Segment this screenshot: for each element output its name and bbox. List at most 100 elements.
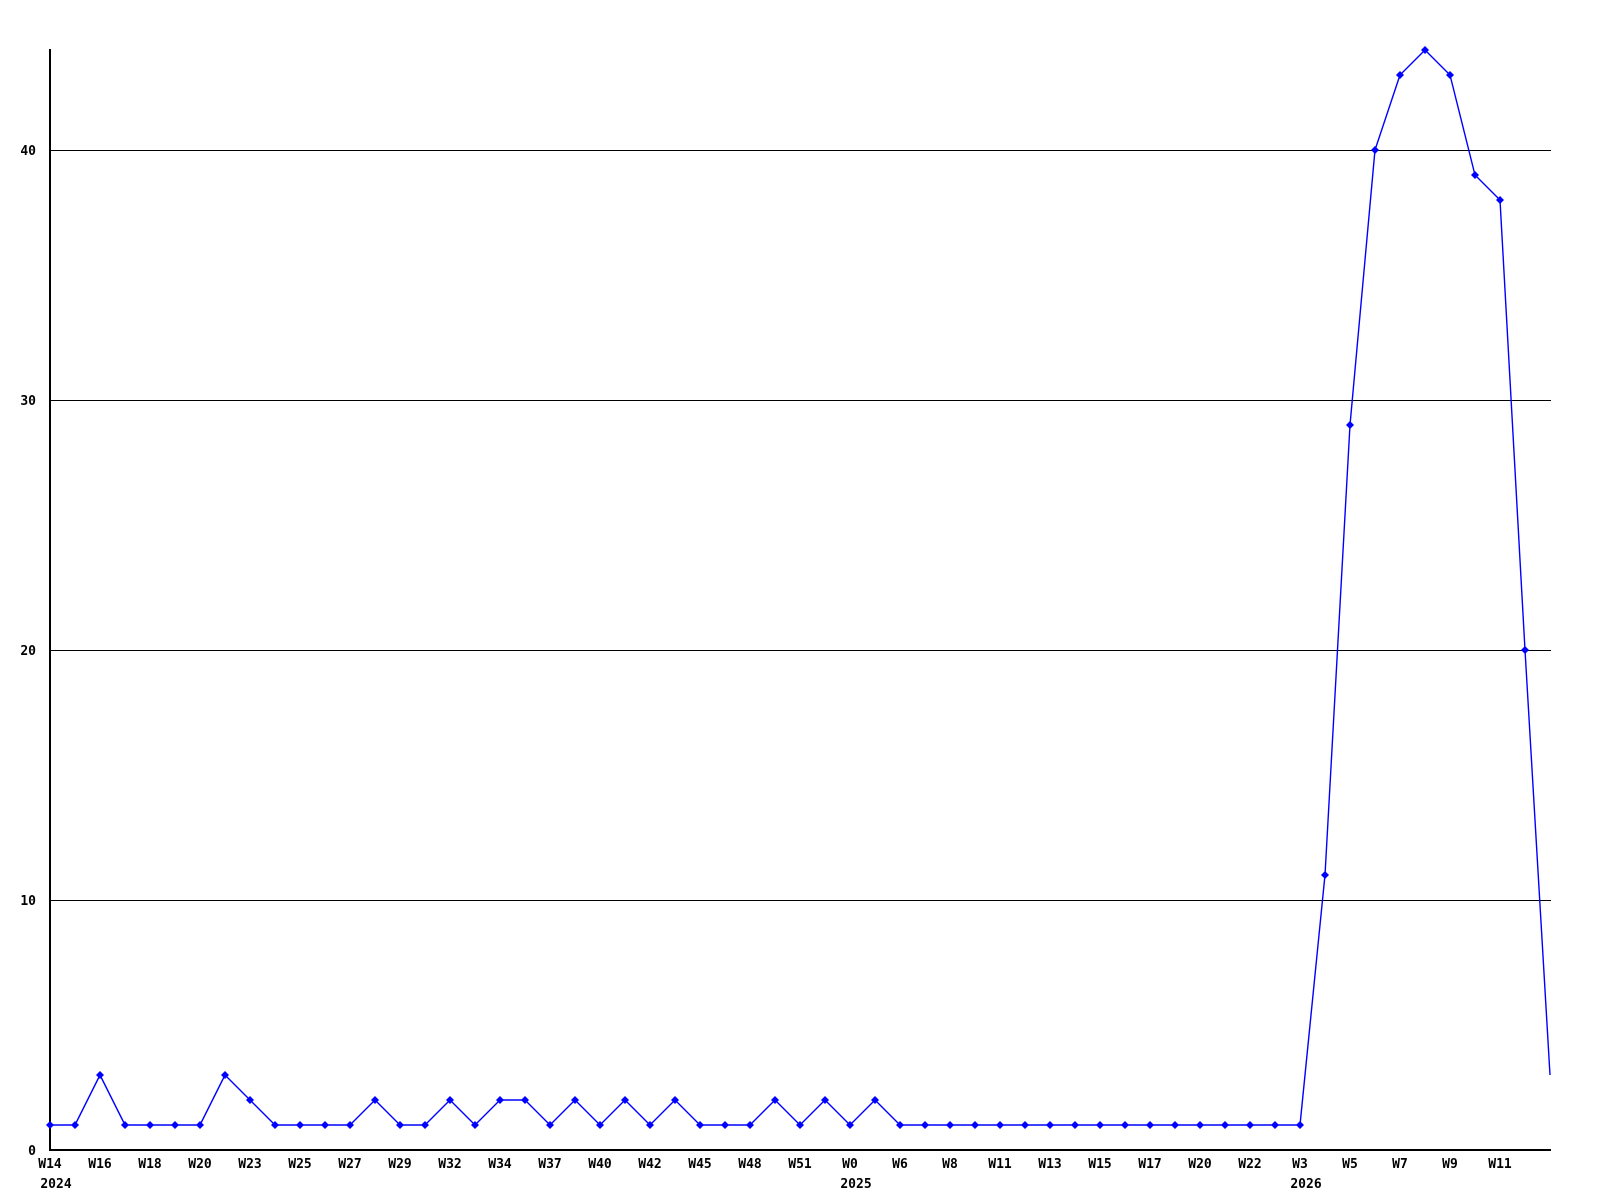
data-point-marker: [946, 1121, 954, 1129]
data-point-marker: [1446, 71, 1454, 79]
data-point-marker: [1271, 1121, 1279, 1129]
data-point-marker: [746, 1121, 754, 1129]
data-point-marker: [546, 1121, 554, 1129]
data-point-marker: [671, 1096, 679, 1104]
x-tick-label: W5: [1342, 1157, 1358, 1172]
x-tick-label: W11: [988, 1157, 1012, 1172]
data-point-marker: [246, 1096, 254, 1104]
data-point-marker: [1496, 196, 1504, 204]
data-point-marker: [321, 1121, 329, 1129]
data-point-marker: [1296, 1121, 1304, 1129]
y-tick-label: 40: [20, 144, 36, 159]
data-point-marker: [1071, 1121, 1079, 1129]
data-point-marker: [1246, 1121, 1254, 1129]
data-point-marker: [371, 1096, 379, 1104]
data-point-marker: [471, 1121, 479, 1129]
x-tick-label: W29: [388, 1157, 411, 1172]
y-tick-label: 30: [20, 394, 36, 409]
data-point-marker: [71, 1121, 79, 1129]
x-tick-label: W8: [942, 1157, 958, 1172]
x-tick-label: W27: [338, 1157, 361, 1172]
data-point-marker: [1471, 171, 1479, 179]
axes: [49, 49, 1551, 1151]
y-tick-label: 10: [20, 894, 36, 909]
data-point-marker: [1171, 1121, 1179, 1129]
x-tick-label: W34: [488, 1157, 512, 1172]
data-point-marker: [221, 1071, 229, 1079]
y-tick-label: 20: [20, 644, 36, 659]
data-point-marker: [146, 1121, 154, 1129]
data-point-marker: [1421, 46, 1429, 54]
data-point-marker: [621, 1096, 629, 1104]
data-point-marker: [1096, 1121, 1104, 1129]
data-point-marker: [1346, 421, 1354, 429]
data-point-marker: [1321, 871, 1329, 879]
data-point-marker: [571, 1096, 579, 1104]
x-tick-label: W23: [238, 1157, 261, 1172]
x-tick-label: W51: [788, 1157, 812, 1172]
data-point-marker: [296, 1121, 304, 1129]
data-point-marker: [796, 1121, 804, 1129]
data-point-marker: [721, 1121, 729, 1129]
data-point-marker: [596, 1121, 604, 1129]
x-tick-label: W0: [842, 1157, 858, 1172]
data-point-marker: [521, 1096, 529, 1104]
data-point-marker: [1121, 1121, 1129, 1129]
x-year-label: 2025: [840, 1177, 871, 1192]
data-point-marker: [446, 1096, 454, 1104]
data-point-marker: [196, 1121, 204, 1129]
x-axis-labels: W14 2024 W16 W18 W20 W23 W25 W27 W29 W32 W34 W37 W40…: [38, 1157, 1512, 1192]
data-point-marker: [696, 1121, 704, 1129]
x-tick-label: W11: [1488, 1157, 1512, 1172]
data-point-marker: [1396, 71, 1404, 79]
data-point-marker: [421, 1121, 429, 1129]
x-tick-label: W37: [538, 1157, 561, 1172]
data-point-marker: [1221, 1121, 1229, 1129]
data-point-marker: [96, 1071, 104, 1079]
x-tick-label: W17: [1138, 1157, 1161, 1172]
data-point-marker: [871, 1096, 879, 1104]
x-tick-label: W14: [38, 1157, 62, 1172]
x-tick-label: W42: [638, 1157, 661, 1172]
data-point-marker: [971, 1121, 979, 1129]
data-point-marker: [896, 1121, 904, 1129]
x-year-label: 2026: [1290, 1177, 1321, 1192]
data-point-marker: [1371, 146, 1379, 154]
x-tick-label: W16: [88, 1157, 112, 1172]
x-tick-label: W9: [1442, 1157, 1458, 1172]
x-tick-label: W45: [688, 1157, 711, 1172]
data-point-marker: [1146, 1121, 1154, 1129]
data-point-marker: [171, 1121, 179, 1129]
data-point-marker: [396, 1121, 404, 1129]
data-point-marker: [646, 1121, 654, 1129]
x-tick-label: W18: [138, 1157, 162, 1172]
gridlines: [50, 150, 1551, 901]
x-tick-label: W22: [1238, 1157, 1261, 1172]
x-tick-label: W15: [1088, 1157, 1111, 1172]
data-point-marker: [496, 1096, 504, 1104]
x-tick-label: W13: [1038, 1157, 1061, 1172]
data-point-marker: [1521, 646, 1529, 654]
data-point-marker: [771, 1096, 779, 1104]
x-tick-label: W32: [438, 1157, 461, 1172]
x-tick-label: W7: [1392, 1157, 1408, 1172]
x-tick-label: W48: [738, 1157, 762, 1172]
data-point-marker: [846, 1121, 854, 1129]
data-point-marker: [1021, 1121, 1029, 1129]
data-point-marker: [46, 1121, 54, 1129]
data-point-marker: [821, 1096, 829, 1104]
data-point-marker: [271, 1121, 279, 1129]
data-point-marker: [1196, 1121, 1204, 1129]
data-point-marker: [921, 1121, 929, 1129]
data-point-marker: [121, 1121, 129, 1129]
y-tick-label: 0: [28, 1144, 36, 1159]
data-point-marker: [1046, 1121, 1054, 1129]
x-tick-label: W40: [588, 1157, 612, 1172]
data-series-line: [50, 49, 1551, 1126]
x-tick-label: W3: [1292, 1157, 1308, 1172]
x-tick-label: W25: [288, 1157, 311, 1172]
data-point-marker: [346, 1121, 354, 1129]
